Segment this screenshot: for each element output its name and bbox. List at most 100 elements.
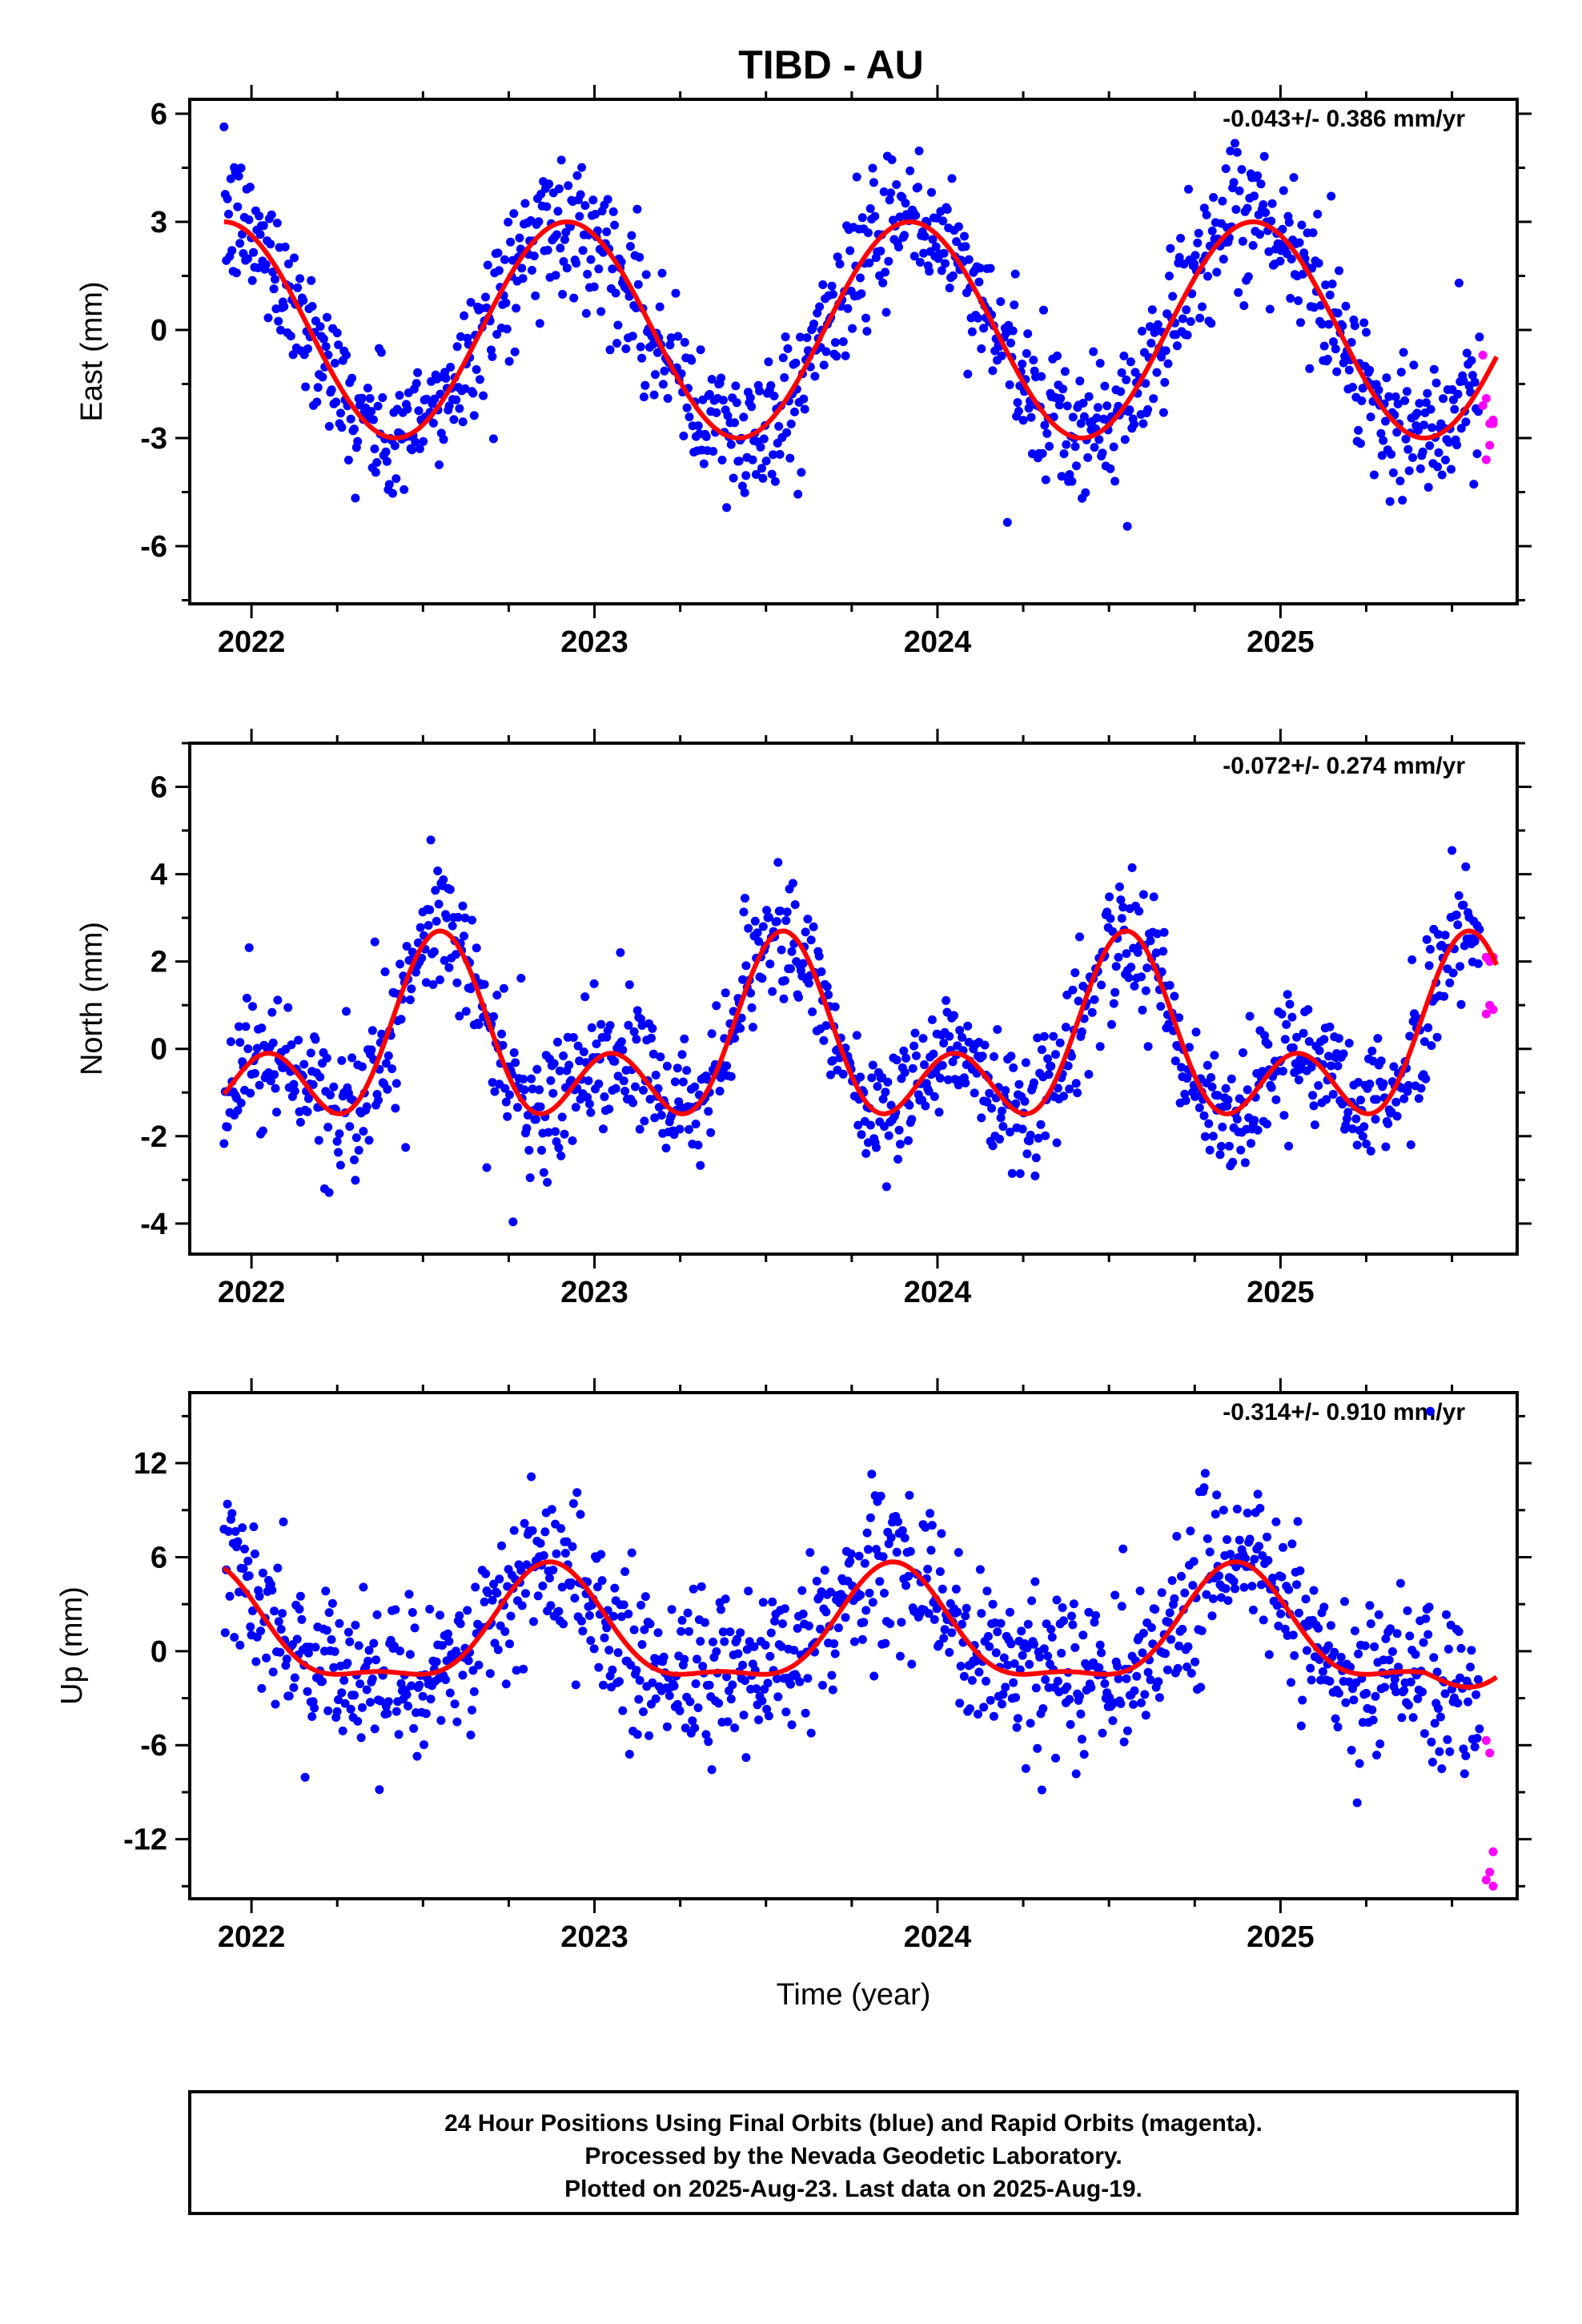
east-final-point bbox=[954, 222, 963, 231]
east-final-point bbox=[988, 366, 998, 376]
north-final-point bbox=[819, 1035, 829, 1045]
up-final-point bbox=[396, 1679, 406, 1688]
up-final-point bbox=[405, 1650, 415, 1659]
up-final-point bbox=[1154, 1677, 1163, 1687]
up-final-point bbox=[437, 1641, 447, 1651]
east-final-point bbox=[952, 237, 962, 247]
east-final-point bbox=[729, 473, 738, 483]
up-final-point bbox=[458, 1671, 468, 1680]
east-final-point bbox=[371, 468, 380, 477]
up-final-point bbox=[1340, 1597, 1349, 1606]
east-final-point bbox=[832, 352, 841, 361]
east-final-point bbox=[318, 372, 327, 382]
east-final-point bbox=[1231, 205, 1241, 214]
north-final-point bbox=[358, 1062, 367, 1072]
up-final-point bbox=[726, 1695, 736, 1704]
east-y-tick-label: -6 bbox=[140, 530, 167, 564]
up-final-point bbox=[270, 1606, 279, 1616]
north-final-point bbox=[1122, 949, 1131, 959]
north-final-point bbox=[1221, 1084, 1231, 1093]
east-final-point bbox=[1141, 379, 1150, 388]
up-final-point bbox=[602, 1623, 612, 1633]
up-final-point bbox=[725, 1627, 735, 1637]
north-final-point bbox=[629, 1027, 639, 1036]
north-final-point bbox=[442, 913, 452, 923]
north-final-point bbox=[1439, 991, 1449, 1001]
up-final-point bbox=[1372, 1751, 1381, 1760]
up-final-point bbox=[1435, 1712, 1445, 1722]
north-final-point bbox=[1224, 1141, 1234, 1151]
up-final-point bbox=[770, 1616, 780, 1626]
up-final-point bbox=[1418, 1687, 1427, 1697]
up-final-point bbox=[490, 1638, 500, 1648]
east-rapid-point bbox=[1485, 440, 1495, 450]
up-final-point bbox=[744, 1586, 753, 1596]
up-final-point bbox=[303, 1687, 312, 1696]
north-final-point bbox=[546, 1076, 556, 1085]
north-final-point bbox=[939, 1039, 949, 1048]
north-final-point bbox=[1416, 1084, 1426, 1093]
up-final-point bbox=[1037, 1785, 1046, 1795]
east-final-point bbox=[245, 183, 255, 192]
up-final-point bbox=[637, 1640, 647, 1649]
north-final-point bbox=[508, 1217, 518, 1227]
north-final-point bbox=[308, 1080, 318, 1089]
east-final-point bbox=[512, 304, 521, 313]
east-final-point bbox=[1341, 301, 1351, 311]
east-final-point bbox=[1054, 400, 1064, 410]
north-final-point bbox=[741, 961, 751, 971]
east-final-point bbox=[446, 363, 456, 372]
east-final-point bbox=[1469, 480, 1479, 489]
east-final-point bbox=[1366, 412, 1375, 422]
east-final-point bbox=[444, 401, 454, 411]
up-final-point bbox=[849, 1637, 859, 1647]
north-final-point bbox=[1031, 1153, 1041, 1163]
north-final-point bbox=[801, 927, 810, 937]
east-model-curve bbox=[223, 219, 1499, 440]
east-final-point bbox=[413, 368, 423, 377]
east-final-point bbox=[1147, 305, 1157, 315]
east-final-point bbox=[730, 418, 739, 428]
up-final-point bbox=[1347, 1746, 1356, 1755]
north-final-point bbox=[554, 1143, 564, 1152]
up-final-point bbox=[292, 1634, 302, 1644]
east-final-point bbox=[613, 320, 623, 330]
north-final-point bbox=[995, 1135, 1005, 1144]
east-final-point bbox=[920, 231, 930, 241]
north-final-point bbox=[1287, 1012, 1297, 1022]
up-final-point bbox=[935, 1567, 945, 1576]
up-x-tick-label: 2022 bbox=[218, 1920, 286, 1954]
east-final-point bbox=[717, 456, 727, 464]
north-final-point bbox=[773, 858, 783, 867]
up-final-point bbox=[974, 1667, 984, 1677]
east-final-point bbox=[493, 248, 503, 258]
up-final-point bbox=[1469, 1911, 1478, 1920]
east-final-point bbox=[1475, 332, 1484, 342]
up-final-point bbox=[828, 1685, 837, 1695]
north-final-point bbox=[1405, 1031, 1415, 1041]
north-final-point bbox=[918, 1034, 928, 1043]
north-final-point bbox=[1033, 1033, 1042, 1043]
east-data bbox=[219, 122, 1499, 531]
up-final-point bbox=[1287, 1678, 1295, 1687]
east-final-point bbox=[857, 289, 866, 299]
north-final-point bbox=[704, 1107, 713, 1116]
up-final-point bbox=[821, 1607, 831, 1617]
east-final-point bbox=[376, 348, 386, 357]
up-final-point bbox=[1464, 1697, 1473, 1707]
east-final-point bbox=[572, 259, 581, 268]
up-final-point bbox=[337, 1688, 347, 1698]
up-final-point bbox=[954, 1548, 963, 1557]
north-final-point bbox=[1070, 968, 1080, 978]
north-final-point bbox=[1359, 1122, 1369, 1132]
north-final-point bbox=[287, 1040, 296, 1050]
north-final-point bbox=[1342, 1114, 1351, 1124]
north-final-point bbox=[884, 1131, 893, 1140]
east-final-point bbox=[1444, 437, 1454, 447]
up-final-point bbox=[1052, 1595, 1062, 1605]
up-final-point bbox=[958, 1619, 966, 1629]
up-final-point bbox=[1405, 1631, 1415, 1641]
up-final-point bbox=[689, 1584, 698, 1594]
up-final-point bbox=[1035, 1652, 1045, 1662]
up-final-point bbox=[764, 1711, 773, 1721]
